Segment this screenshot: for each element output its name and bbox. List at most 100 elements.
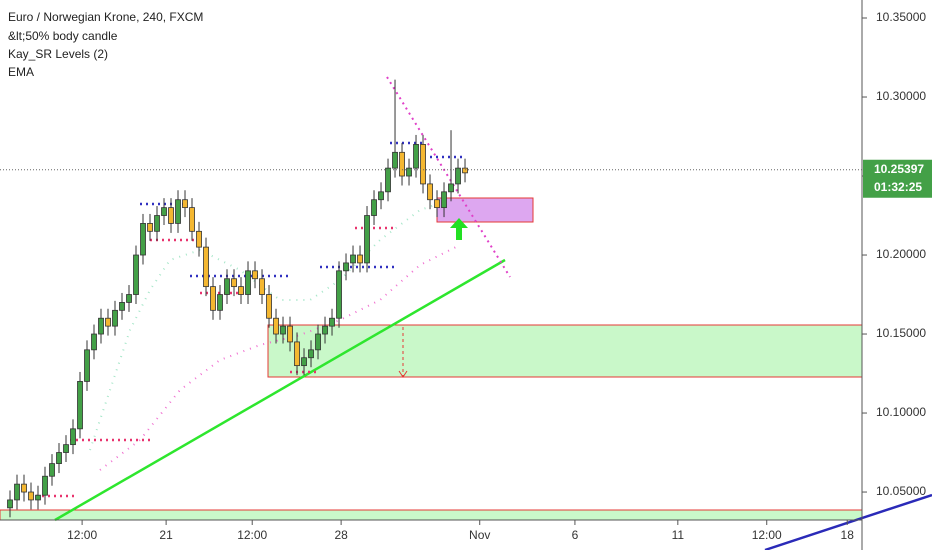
candle-body [308,349,314,359]
candle-body [126,294,132,303]
candle-body [14,483,20,501]
candle-body [266,294,272,319]
candle-body [392,151,398,169]
y-tick-label: 10.20000 [876,247,926,261]
candle-body [35,494,41,501]
candle-body [462,167,468,174]
x-tick-label: 28 [334,528,348,542]
candle-body [329,317,335,327]
sr-levels [30,141,465,498]
candle-body [161,207,167,216]
measure-arrow [398,370,408,378]
candle-body [133,254,139,295]
x-tick-label: 21 [159,528,173,542]
candle-body [63,444,69,453]
y-tick-label: 10.30000 [876,89,926,103]
candle-body [399,151,405,177]
candle-body [42,475,48,496]
candle-body [154,215,160,232]
candle-body [98,317,104,335]
indicator: &lt;50% body candle [8,29,118,43]
ema-fast [89,199,451,451]
candle-body [259,278,265,295]
candle-body [49,463,55,477]
y-tick-label: 10.10000 [876,405,926,419]
candle-body [434,199,440,209]
candle-body [196,230,202,248]
candle-body [56,452,62,464]
candle-body [273,317,279,335]
candle-body [238,286,244,295]
x-tick-label: 12:00 [752,528,782,542]
x-tick-label: 12:00 [237,528,267,542]
candle-body [182,199,188,209]
indicator: EMA [8,65,34,79]
y-tick-label: 10.35000 [876,10,926,24]
target-box [436,197,534,223]
candle-body [413,144,419,169]
candle-body [140,223,146,256]
x-tick-label: 18 [841,528,855,542]
chart-title: Euro / Norwegian Krone, 240, FXCM [8,10,203,24]
candle-body [175,199,181,224]
candle-body [301,357,307,367]
candle-body [91,333,97,351]
candle-body [406,167,412,177]
candle-body [322,325,328,335]
candle-body [21,483,27,493]
trend-line [54,258,506,522]
candle-body [385,167,391,193]
candle-body [441,191,447,209]
candle-body [420,144,426,185]
candle-body [7,499,13,509]
candle-body [315,333,321,351]
candle-body [203,246,209,288]
candle-body [119,302,125,311]
candle-body [280,325,286,335]
candle-body [287,325,293,343]
candle-body [252,270,258,280]
y-tick-label: 10.15000 [876,326,926,340]
candle-body [112,309,118,327]
candle-body [210,286,216,311]
candle-body [455,167,461,185]
buy-arrow [450,218,468,240]
bottom-zone [0,509,863,521]
candle-body [105,317,111,327]
candle-body [343,262,349,272]
last-price-label: 10.25397 [874,162,924,176]
candle-body [70,428,76,446]
blue-trend-line [764,493,932,550]
candle-body [77,381,83,430]
candle-body [147,223,153,232]
candle-body [427,183,433,201]
candle-body [364,215,370,264]
plot [7,79,468,518]
candle-body [371,199,377,216]
candle-body [84,349,90,382]
x-tick-label: 6 [572,528,579,542]
candle-body [378,191,384,201]
candle-body [448,183,454,193]
last-price-box [863,159,932,198]
indicator: Kay_SR Levels (2) [8,47,108,61]
y-tick-label: 10.05000 [876,484,926,498]
candle-body [189,207,195,232]
x-tick-label: 11 [672,528,685,542]
candle-body [224,278,230,295]
demand-zone [267,324,863,378]
candle-body [336,270,342,319]
countdown-label: 01:32:25 [874,180,922,194]
candle-body [357,254,363,264]
x-tick-label: Nov [469,528,490,542]
candle-body [294,341,300,367]
candle-body [245,270,251,295]
candle-body [28,491,34,501]
candle-body [231,278,237,288]
candle-body [168,207,174,224]
x-tick-label: 12:00 [67,528,97,542]
candle-body [350,254,356,264]
candle-body [217,294,223,311]
